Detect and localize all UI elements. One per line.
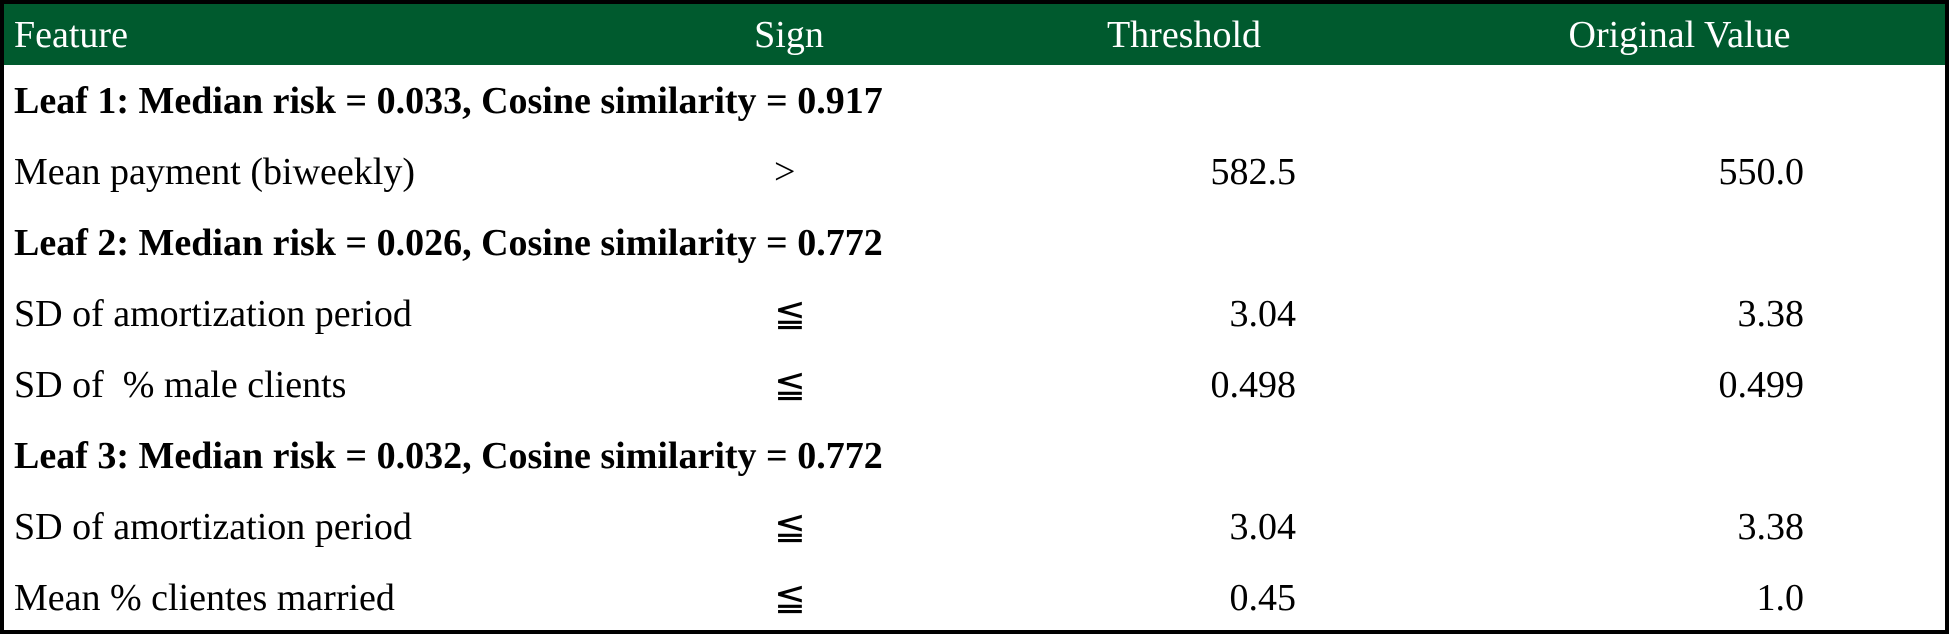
sign-cell: ≦ xyxy=(774,506,806,548)
original-value-cell: 0.499 xyxy=(1718,363,1805,406)
threshold-cell: 3.04 xyxy=(1229,505,1297,548)
table-header: Feature Sign Threshold Original Value xyxy=(4,4,1945,65)
header-sign: Sign xyxy=(754,13,824,56)
sign-cell: ≦ xyxy=(774,293,806,335)
header-threshold: Threshold xyxy=(1106,13,1262,56)
table-body: Leaf 1: Median risk = 0.033, Cosine simi… xyxy=(4,65,1945,633)
feature-cell: Mean payment (biweekly) xyxy=(14,150,415,193)
threshold-cell: 0.498 xyxy=(1210,363,1297,406)
threshold-cell: 0.45 xyxy=(1229,576,1297,619)
threshold-cell: 582.5 xyxy=(1210,150,1297,193)
feature-cell: SD of % male clients xyxy=(14,363,347,406)
original-value-cell: 1.0 xyxy=(1756,576,1805,619)
table-row: Mean % clientes married ≦ 0.45 1.0 xyxy=(4,562,1945,633)
original-value-cell: 3.38 xyxy=(1737,505,1805,548)
header-original-value: Original Value xyxy=(1568,13,1791,56)
table-row: Mean payment (biweekly) > 582.5 550.0 xyxy=(4,136,1945,207)
table-row: SD of amortization period ≦ 3.04 3.38 xyxy=(4,278,1945,349)
leaf-heading: Leaf 1: Median risk = 0.033, Cosine simi… xyxy=(14,79,883,122)
sign-cell: > xyxy=(774,150,796,193)
original-value-cell: 3.38 xyxy=(1737,292,1805,335)
sign-cell: ≦ xyxy=(774,364,806,406)
leaf-heading-row: Leaf 3: Median risk = 0.032, Cosine simi… xyxy=(4,420,1945,491)
leaf-heading-row: Leaf 1: Median risk = 0.033, Cosine simi… xyxy=(4,65,1945,136)
leaf-heading-row: Leaf 2: Median risk = 0.026, Cosine simi… xyxy=(4,207,1945,278)
threshold-cell: 3.04 xyxy=(1229,292,1297,335)
feature-cell: SD of amortization period xyxy=(14,292,412,335)
header-row: Feature Sign Threshold Original Value xyxy=(4,4,1945,65)
feature-cell: Mean % clientes married xyxy=(14,576,395,619)
leaf-rules-table: Feature Sign Threshold Original Value Le… xyxy=(4,4,1945,633)
sign-cell: ≦ xyxy=(774,577,806,619)
header-feature: Feature xyxy=(14,13,128,56)
original-value-cell: 550.0 xyxy=(1718,150,1805,193)
feature-cell: SD of amortization period xyxy=(14,505,412,548)
table-row: SD of % male clients ≦ 0.498 0.499 xyxy=(4,349,1945,420)
table-row: SD of amortization period ≦ 3.04 3.38 xyxy=(4,491,1945,562)
leaf-heading: Leaf 3: Median risk = 0.032, Cosine simi… xyxy=(14,434,883,477)
leaf-heading: Leaf 2: Median risk = 0.026, Cosine simi… xyxy=(14,221,883,264)
